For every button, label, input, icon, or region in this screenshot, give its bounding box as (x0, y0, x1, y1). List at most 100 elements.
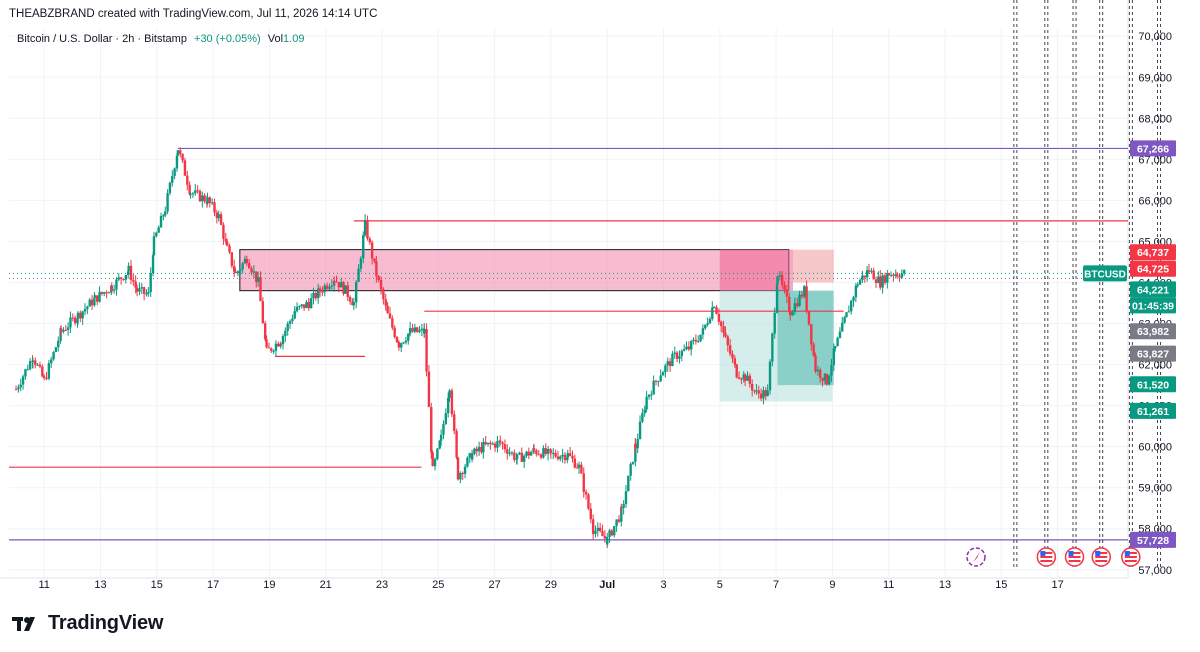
candle-body (316, 288, 320, 299)
candle-body (395, 337, 399, 343)
candle-body (816, 369, 820, 372)
candle-body (213, 202, 216, 213)
candle-body (636, 438, 639, 449)
candle-body (466, 457, 469, 467)
candle-body (28, 361, 32, 370)
candle-body (152, 236, 156, 256)
candle-body (577, 464, 581, 468)
volume-value: 1.09 (283, 33, 305, 45)
candle-body (270, 348, 273, 351)
candle-body (45, 378, 48, 380)
candle-body (788, 311, 792, 316)
candle-body (573, 458, 577, 468)
candle-body (433, 459, 437, 467)
candle-body (561, 454, 564, 457)
candle-body (24, 369, 27, 377)
candle-body (142, 287, 146, 294)
us-flag-stripe (1040, 556, 1053, 558)
candle-body (892, 274, 895, 276)
candle-body (468, 453, 471, 458)
candle-body (267, 347, 271, 349)
candle-body (484, 442, 487, 445)
candle-body (328, 286, 331, 289)
candle-body (305, 301, 308, 309)
candle-body (228, 245, 231, 253)
candle-body (733, 358, 737, 365)
candle-body (337, 282, 341, 288)
candle-body (735, 364, 738, 378)
tradingview-wordmark: TradingView (48, 612, 164, 634)
candle-body (107, 292, 111, 294)
candle-body (617, 519, 621, 522)
candle-body (415, 327, 419, 332)
candle-body (388, 313, 392, 319)
x-tick-label: 11 (883, 579, 894, 591)
candle-body (620, 507, 623, 509)
event-markers[interactable] (966, 547, 1141, 567)
candle-body (171, 176, 174, 183)
candle-body (821, 377, 824, 381)
candle-body (775, 284, 779, 313)
candle-body (149, 273, 152, 293)
candle-body (518, 452, 521, 455)
candle-body (838, 331, 842, 338)
candle-body (513, 452, 516, 460)
candle-body (549, 450, 553, 454)
candle-body (877, 276, 880, 283)
candle-body (73, 317, 77, 324)
candle-body (391, 318, 394, 328)
candle-body (279, 343, 282, 347)
candle-body (610, 530, 614, 536)
candle-body (783, 284, 786, 290)
candle-body (444, 413, 448, 424)
candle-body (687, 346, 691, 350)
symbol-price-tag-label: BTCUSD (1084, 269, 1126, 280)
candle-body (530, 452, 533, 456)
candle-body (827, 375, 831, 385)
us-flag-stripe (1040, 552, 1053, 554)
candle-body (98, 291, 101, 302)
candle-body (362, 235, 365, 259)
price-tag-label: 61,520 (1137, 379, 1169, 391)
candle-body (881, 275, 884, 288)
candle-body (740, 378, 743, 380)
candle-body (293, 311, 296, 319)
candle-body (124, 274, 128, 280)
candle-body (456, 457, 460, 480)
price-tag-label: 64,737 (1137, 247, 1169, 259)
candle-body (351, 301, 354, 306)
candle-body (879, 276, 882, 288)
candle-body (673, 352, 676, 354)
spark-event-glyph (972, 552, 980, 562)
candle-body (515, 454, 519, 459)
candle-body (157, 227, 160, 233)
time-axis[interactable]: 11 13 15 17 19 21 23 25 27 29 Jul 3 5 7 9 11 13 15 17 (38, 579, 1063, 591)
candle-body (47, 363, 51, 379)
symbol-legend[interactable]: Bitcoin / U.S. Dollar · 2h · Bitstamp +3… (17, 33, 304, 45)
candle-body (248, 263, 251, 269)
tradingview-logo[interactable]: TradingView (12, 612, 163, 635)
candle-body (261, 301, 265, 324)
candle-body (147, 292, 150, 294)
x-tick-label: 3 (660, 579, 666, 591)
candle-body (162, 215, 165, 217)
candle-body (537, 454, 540, 456)
candle-body (886, 273, 889, 283)
candle-body (785, 289, 789, 297)
candle-body (181, 153, 184, 161)
candle-body (726, 336, 729, 346)
candle-body (791, 311, 794, 316)
candle-body (580, 464, 583, 474)
candle-body (54, 347, 58, 352)
candle-body (720, 321, 723, 326)
candle-body (701, 328, 705, 335)
candle-body (370, 242, 374, 259)
candle-body (699, 334, 702, 342)
candle-body (194, 190, 197, 194)
candle-body (717, 314, 721, 322)
candle-body (298, 306, 301, 308)
candle-body (450, 390, 454, 415)
x-tick-label: 25 (432, 579, 444, 591)
candle-body (768, 361, 772, 391)
